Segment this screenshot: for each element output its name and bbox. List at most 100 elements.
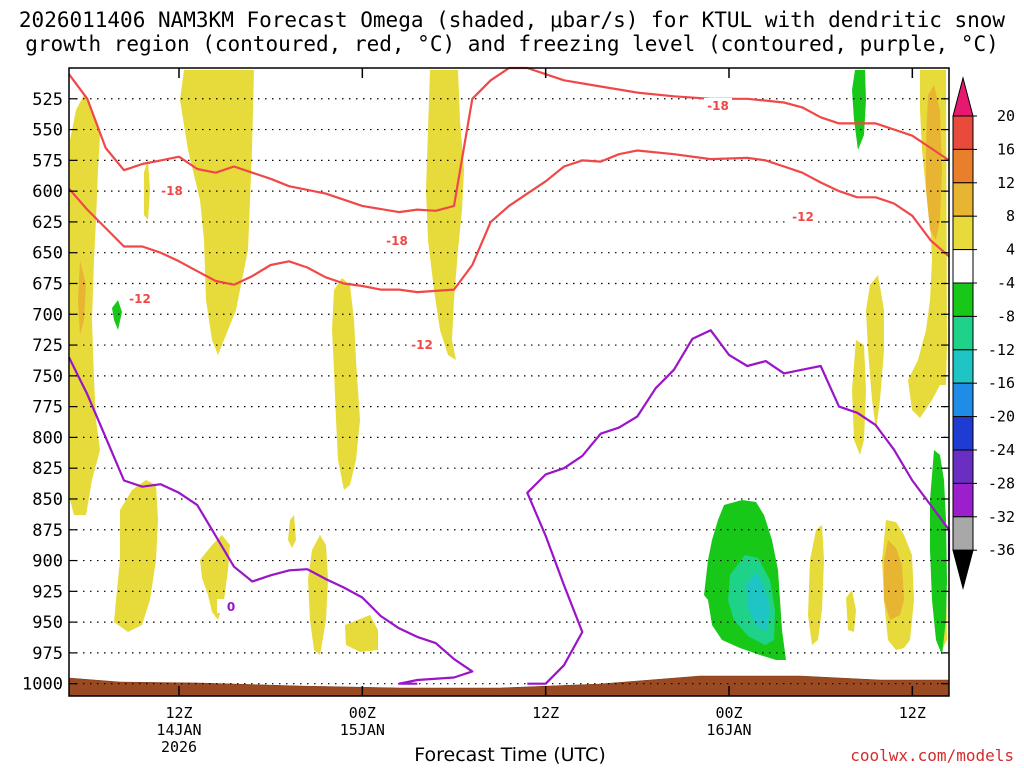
- omega-shading: [70, 70, 947, 660]
- contour-label-0: -18: [161, 184, 183, 198]
- ytick-label-750: 750: [32, 367, 63, 387]
- contour-label-3: -12: [129, 292, 151, 306]
- colorbar-swatch-8: [952, 349, 974, 384]
- colorbar-swatch-2: [952, 148, 974, 184]
- omega-region-yellow-10: [345, 615, 378, 652]
- ytick-label-775: 775: [32, 398, 63, 418]
- colorbar: 20 16 12 8 4 -4 -8 -12 -16 -20 -24 -28 -32 -36: [952, 76, 1015, 591]
- ytick-label-600: 600: [32, 182, 63, 202]
- omega-region-yellow-12: [808, 525, 824, 645]
- omega-region-yellow-6: [200, 535, 230, 620]
- colorbar-swatch-9: [952, 382, 974, 418]
- colorbar-label-1: 16: [997, 140, 1015, 158]
- ytick-label-725: 725: [32, 336, 63, 356]
- contour-label-bg-5: [789, 209, 817, 223]
- ytick-label-700: 700: [32, 305, 63, 325]
- colorbar-label-4: 4: [1006, 241, 1015, 259]
- colorbar-label-8: -16: [988, 374, 1015, 392]
- ytick-label-625: 625: [32, 213, 63, 233]
- xtick-label-0-2: 2026: [161, 738, 197, 756]
- omega-region-yellow-13: [846, 590, 856, 632]
- contour-line-2-b: [526, 329, 951, 685]
- colorbar-swatch-10: [952, 416, 974, 451]
- colorbar-label-12: -32: [988, 508, 1015, 526]
- xtick-label-2-0: 12Z: [532, 704, 559, 722]
- contour-label-bg-3: [126, 291, 154, 305]
- contour-label-5: -12: [792, 210, 814, 224]
- contour-label-bg-4: [408, 337, 436, 351]
- xtick-label-0-0: 12Z: [165, 704, 192, 722]
- omega-region-yellow-15: [852, 340, 866, 455]
- omega-region-green-26: [930, 450, 947, 655]
- ytick-label-550: 550: [32, 121, 63, 141]
- colorbar-swatch-13: [952, 516, 974, 551]
- ytick-label-975: 975: [32, 644, 63, 664]
- ytick-label-650: 650: [32, 244, 63, 264]
- omega-region-green-22: [852, 70, 866, 150]
- colorbar-label-2: 12: [997, 174, 1015, 192]
- contour-label-bg-6: [217, 599, 245, 613]
- contour-label-4: -12: [411, 338, 433, 352]
- omega-region-green-21: [112, 300, 122, 330]
- omega-region-teal-25: [746, 572, 770, 632]
- x-axis-title: Forecast Time (UTC): [414, 744, 606, 766]
- omega-region-orange-19: [926, 85, 942, 240]
- colorbar-swatch-5: [952, 249, 974, 284]
- contour-lines: -18 -18 -18 -12 -12 -12 0: [68, 66, 951, 685]
- contour-line-1: [68, 149, 950, 294]
- colorbar-label-7: -12: [988, 341, 1015, 359]
- colorbar-label-3: 8: [1006, 207, 1015, 225]
- xtick-label-0-1: 14JAN: [156, 721, 201, 739]
- ytick-label-800: 800: [32, 428, 63, 448]
- omega-region-yellow-11: [426, 70, 464, 360]
- ytick-label-850: 850: [32, 490, 63, 510]
- ground-layer: [68, 675, 950, 697]
- y-axis-ticks: 525 550 575 600 625 650 675 700 725 750 775 800 825 8…: [22, 90, 949, 695]
- omega-region-yellow-8: [308, 535, 328, 655]
- colorbar-label-11: -28: [988, 474, 1015, 492]
- colorbar-label-6: -8: [997, 307, 1015, 325]
- xtick-label-4-0: 12Z: [899, 704, 926, 722]
- chart-title-line2: growth region (contoured, red, °C) and f…: [25, 32, 999, 56]
- ytick-label-900: 900: [32, 552, 63, 572]
- contour-label-1: -18: [386, 234, 408, 248]
- xtick-label-3-0: 00Z: [715, 704, 742, 722]
- contour-label-6: 0: [227, 600, 235, 614]
- colorbar-swatch-1: [952, 115, 974, 150]
- credit-text: coolwx.com/models: [850, 746, 1014, 765]
- colorbar-bottom-arrow: [952, 549, 974, 591]
- ytick-label-925: 925: [32, 582, 63, 602]
- colorbar-label-10: -24: [988, 441, 1015, 459]
- ytick-label-525: 525: [32, 90, 63, 110]
- omega-region-yellow-14: [866, 275, 884, 430]
- xtick-label-1-0: 00Z: [349, 704, 376, 722]
- omega-region-orange-2: [78, 260, 86, 335]
- ytick-label-675: 675: [32, 274, 63, 294]
- ytick-label-575: 575: [32, 151, 63, 171]
- contour-label-bg-1: [383, 233, 411, 247]
- colorbar-label-13: -36: [988, 541, 1015, 559]
- colorbar-swatch-7: [952, 315, 974, 351]
- colorbar-swatch-6: [952, 282, 974, 317]
- plot-frame: [68, 67, 950, 697]
- ytick-label-1000: 1000: [22, 675, 63, 695]
- colorbar-swatch-3: [952, 182, 974, 217]
- omega-region-yellow-4: [144, 160, 150, 220]
- omega-region-yellow-3: [114, 480, 158, 632]
- colorbar-swatch-11: [952, 449, 974, 484]
- chart-title-line1: 2026011406 NAM3KM Forecast Omega (shaded…: [18, 8, 1006, 32]
- colorbar-label-0: 20: [997, 107, 1015, 125]
- omega-region-yellow-5: [180, 70, 254, 355]
- omega-region-yellow-9: [332, 278, 360, 490]
- xtick-label-1-1: 15JAN: [340, 721, 385, 739]
- xtick-label-3-1: 16JAN: [706, 721, 751, 739]
- colorbar-top-arrow: [952, 76, 974, 117]
- ytick-label-950: 950: [32, 613, 63, 633]
- contour-line-2: [68, 356, 474, 685]
- contour-label-bg-2: [704, 98, 732, 112]
- ytick-label-825: 825: [32, 459, 63, 479]
- ytick-label-875: 875: [32, 521, 63, 541]
- omega-region-yellow-7: [288, 515, 296, 548]
